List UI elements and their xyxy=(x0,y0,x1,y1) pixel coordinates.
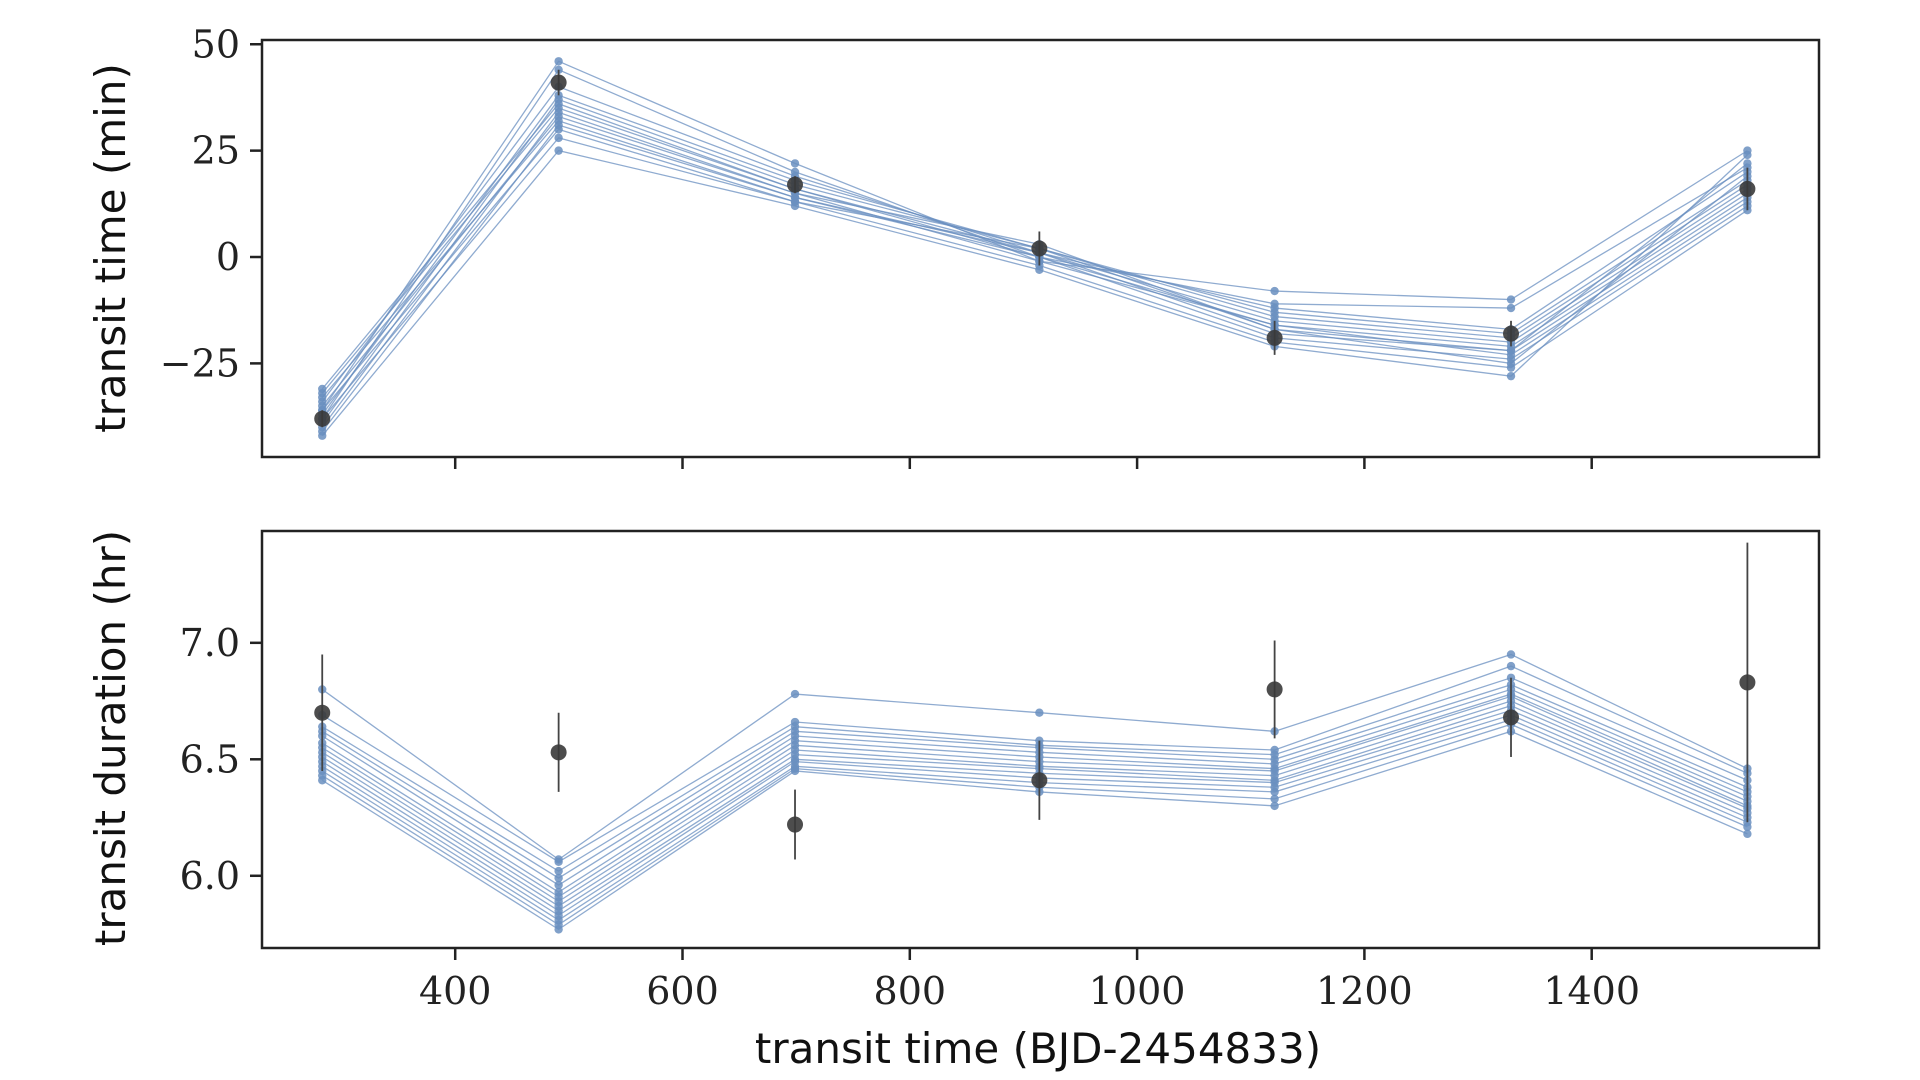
model-point xyxy=(1506,303,1516,313)
top-y-axis-label: transit time (min) xyxy=(86,63,135,433)
y-tick-label: 6.0 xyxy=(180,854,240,898)
observation-point xyxy=(787,176,804,193)
model-point xyxy=(554,873,563,883)
model-point xyxy=(790,766,800,776)
model-point xyxy=(554,125,563,134)
plot-frame xyxy=(260,38,1821,459)
observation-point xyxy=(1503,325,1520,342)
model-point xyxy=(318,431,327,440)
model-series-line xyxy=(321,693,1748,893)
observation-point xyxy=(314,704,331,721)
x-tick-label: 400 xyxy=(419,969,492,1013)
model-point xyxy=(1506,661,1516,671)
x-tick-label: 800 xyxy=(874,969,947,1013)
observation-point xyxy=(550,74,567,91)
bottom-panel-transit-duration: 7.0 6.5 6.0 400 600 800 1000 1200 1400 xyxy=(180,529,1821,1013)
model-point xyxy=(1506,295,1516,304)
x-tick-label: 600 xyxy=(646,969,719,1013)
model-series-line xyxy=(321,60,1748,411)
model-point xyxy=(1270,787,1279,797)
y-tick-label: 6.5 xyxy=(180,737,240,781)
x-tick-label: 1000 xyxy=(1089,969,1186,1013)
model-point xyxy=(554,146,563,155)
top-panel-transit-time: 50 25 0 −25 xyxy=(160,22,1821,469)
model-point xyxy=(1035,708,1044,717)
model-point xyxy=(1743,822,1752,832)
model-series-line xyxy=(321,723,1748,926)
bottom-y-axis-label: transit duration (hr) xyxy=(86,530,135,946)
model-point xyxy=(1743,150,1752,160)
observation-point xyxy=(1266,681,1283,698)
observation-point xyxy=(1739,180,1756,197)
model-series-line xyxy=(321,149,1748,437)
model-series-line xyxy=(321,128,1748,411)
model-point xyxy=(1506,346,1516,355)
observation-point xyxy=(1503,709,1520,726)
model-point xyxy=(554,857,563,867)
y-tick-label: 25 xyxy=(192,129,240,173)
model-point xyxy=(1743,159,1752,168)
model-point xyxy=(790,689,800,699)
observation-point xyxy=(787,816,804,833)
x-tick-label: 1400 xyxy=(1543,969,1640,1013)
x-tick-label: 1200 xyxy=(1316,969,1413,1013)
model-series-line xyxy=(321,137,1748,420)
observation-point xyxy=(1031,240,1048,257)
model-series-line xyxy=(321,124,1748,432)
model-point xyxy=(554,925,563,934)
y-tick-label: −25 xyxy=(160,341,240,385)
y-tick-label: 7.0 xyxy=(180,621,240,665)
model-point xyxy=(1506,650,1516,659)
model-point xyxy=(1743,829,1752,839)
y-tick-label: 50 xyxy=(192,22,240,66)
x-axis-label: transit time (BJD-2454833) xyxy=(755,1024,1321,1073)
model-point xyxy=(554,133,563,143)
model-point xyxy=(790,201,800,211)
model-point xyxy=(318,393,327,402)
observation-point xyxy=(1266,329,1283,346)
model-point xyxy=(554,57,563,66)
model-point xyxy=(790,159,800,168)
model-point xyxy=(1270,286,1279,296)
model-series-line xyxy=(321,115,1748,407)
model-point xyxy=(1035,265,1044,274)
observation-point xyxy=(314,410,331,427)
model-point xyxy=(1270,801,1279,811)
plot-frame xyxy=(260,529,1821,950)
model-point xyxy=(554,866,563,876)
model-point xyxy=(554,880,563,890)
observation-point xyxy=(1739,674,1756,691)
observation-point xyxy=(1031,772,1048,789)
model-point xyxy=(1506,371,1516,381)
model-series-line xyxy=(321,111,1748,428)
model-series-line xyxy=(321,705,1748,907)
model-series-line xyxy=(321,719,1748,921)
observation-point xyxy=(550,744,567,761)
model-series-line xyxy=(321,695,1748,898)
model-point xyxy=(1270,794,1279,804)
model-series-line xyxy=(321,665,1748,863)
model-point xyxy=(1506,363,1516,372)
y-tick-label: 0 xyxy=(216,235,240,279)
model-point xyxy=(318,776,327,785)
